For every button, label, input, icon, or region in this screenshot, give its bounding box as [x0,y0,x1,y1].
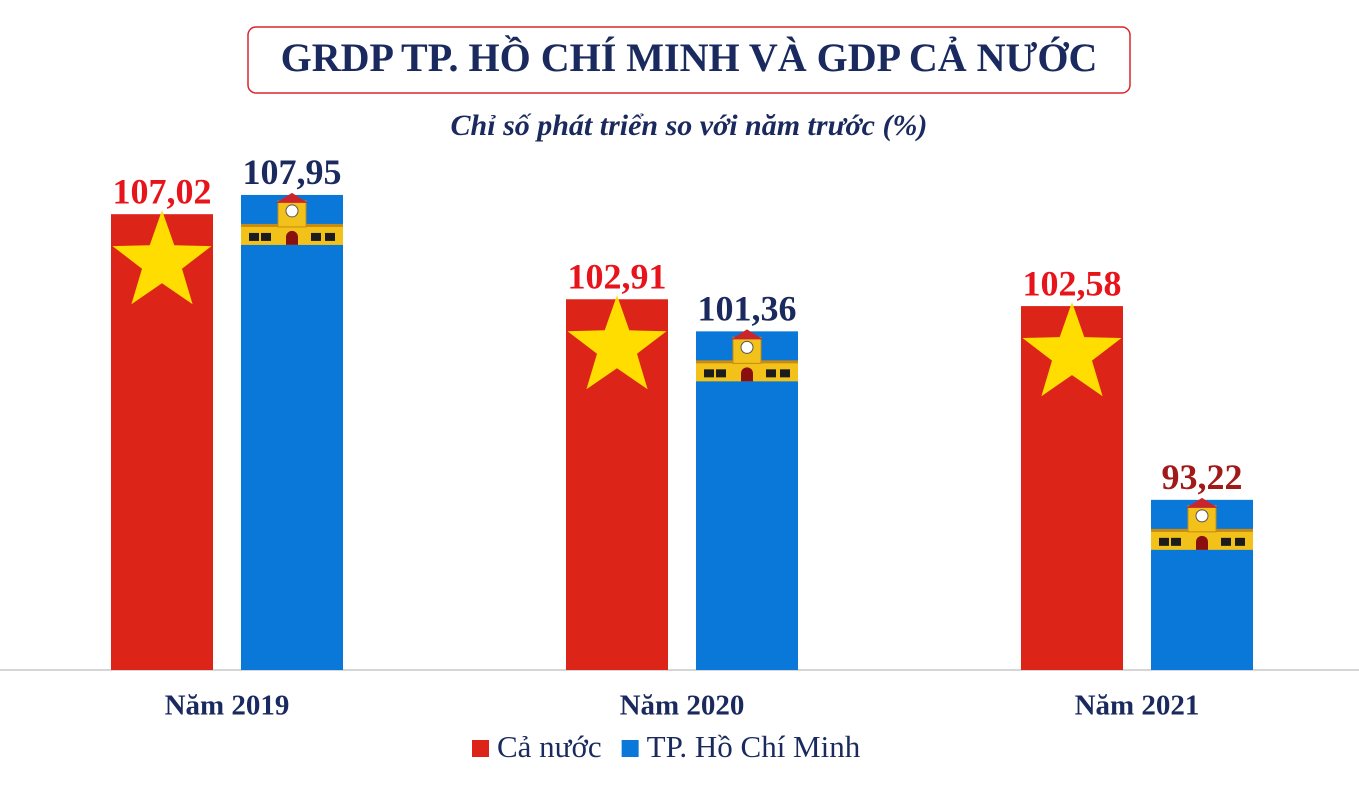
title-box [247,26,1131,94]
building-window [249,232,259,241]
building-clock [1195,509,1209,523]
star-icon [567,295,667,390]
building-icon [1151,497,1253,550]
chart-title: GRDP TP. HỒ CHÍ MINH VÀ GDP CẢ NƯỚC [281,34,1098,80]
building-window [261,232,271,241]
building-window [716,369,726,378]
building-window [1171,537,1181,546]
x-tick-label: Năm 2021 [1075,690,1200,722]
bar [111,214,213,670]
building-window [311,232,321,241]
legend-label: TP. Hồ Chí Minh [647,729,861,764]
building-roof [731,329,763,340]
value-label: 102,58 [1023,263,1122,303]
building-roof [1186,497,1218,508]
building-window [1221,537,1231,546]
value-label: 101,36 [698,289,797,329]
x-tick-label: Năm 2019 [165,690,290,722]
value-label: 107,95 [243,152,342,192]
star-icon [112,210,212,305]
building-door [741,367,753,382]
legend-label: Cả nước [497,729,602,764]
bar [241,194,343,670]
building-clock [285,204,299,218]
building-window [704,369,714,378]
bar [696,331,798,670]
building-roof [276,192,308,203]
building-window [1159,537,1169,546]
building-icon [696,329,798,382]
building-icon [241,192,343,245]
value-label: 107,02 [113,171,212,211]
star-icon [1022,302,1122,397]
legend-swatch [621,740,639,757]
building-window [325,232,335,241]
value-label: 102,91 [568,257,667,297]
chart-subtitle: Chỉ số phát triển so với năm trước (%) [451,109,928,142]
x-tick-label: Năm 2020 [620,690,745,722]
value-label: 93,22 [1162,457,1243,497]
building-clock [740,340,754,354]
building-door [286,230,298,245]
building-window [1235,537,1245,546]
legend-swatch [472,740,489,757]
building-window [780,369,790,378]
building-door [1196,535,1208,550]
building-window [766,369,776,378]
